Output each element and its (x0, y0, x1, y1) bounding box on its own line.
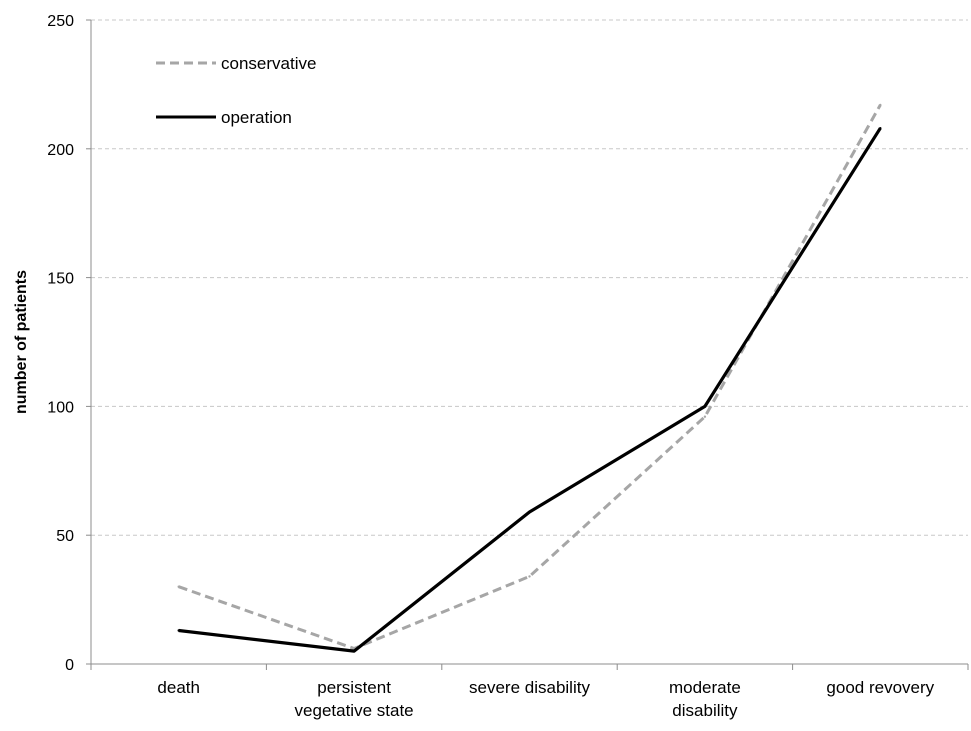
series-line-conservative (178, 104, 882, 651)
series-lines (177, 103, 882, 653)
data-point-conservative (879, 103, 882, 107)
series-line-operation (178, 127, 882, 653)
y-tick-label: 0 (65, 657, 74, 674)
legend-label-conservative: conservative (221, 54, 316, 73)
y-tick-label: 50 (56, 528, 74, 545)
data-point-operation (177, 629, 180, 632)
y-axis-title: number of patients (13, 270, 30, 414)
gridlines (86, 19, 968, 665)
y-tick-label: 150 (47, 271, 74, 288)
x-tick-label: death (157, 678, 200, 697)
data-point-conservative (177, 585, 180, 588)
data-point-conservative (528, 575, 531, 578)
axes (90, 20, 968, 665)
x-tick-label: vegetative state (295, 701, 414, 720)
x-tick-labels: death persistent vegetative state severe di… (157, 678, 934, 720)
y-tick-label: 200 (47, 142, 74, 159)
y-tick-labels: 0 50 100 150 200 250 (47, 13, 74, 674)
data-point-operation (528, 510, 531, 514)
x-tick-marks (90, 664, 969, 670)
data-point-operation (352, 649, 356, 653)
x-tick-label: moderate (669, 678, 741, 697)
legend-label-operation: operation (221, 108, 292, 127)
x-tick-label: disability (672, 701, 738, 720)
y-tick-label: 250 (47, 13, 74, 30)
legend: conservative operation (156, 54, 316, 127)
x-tick-label: good revovery (826, 678, 934, 697)
x-tick-label: severe disability (469, 678, 590, 697)
x-tick-label: persistent (317, 678, 391, 697)
data-point-conservative (703, 415, 707, 418)
y-tick-label: 100 (47, 399, 74, 416)
data-point-operation (703, 405, 707, 408)
data-point-operation (879, 126, 882, 130)
